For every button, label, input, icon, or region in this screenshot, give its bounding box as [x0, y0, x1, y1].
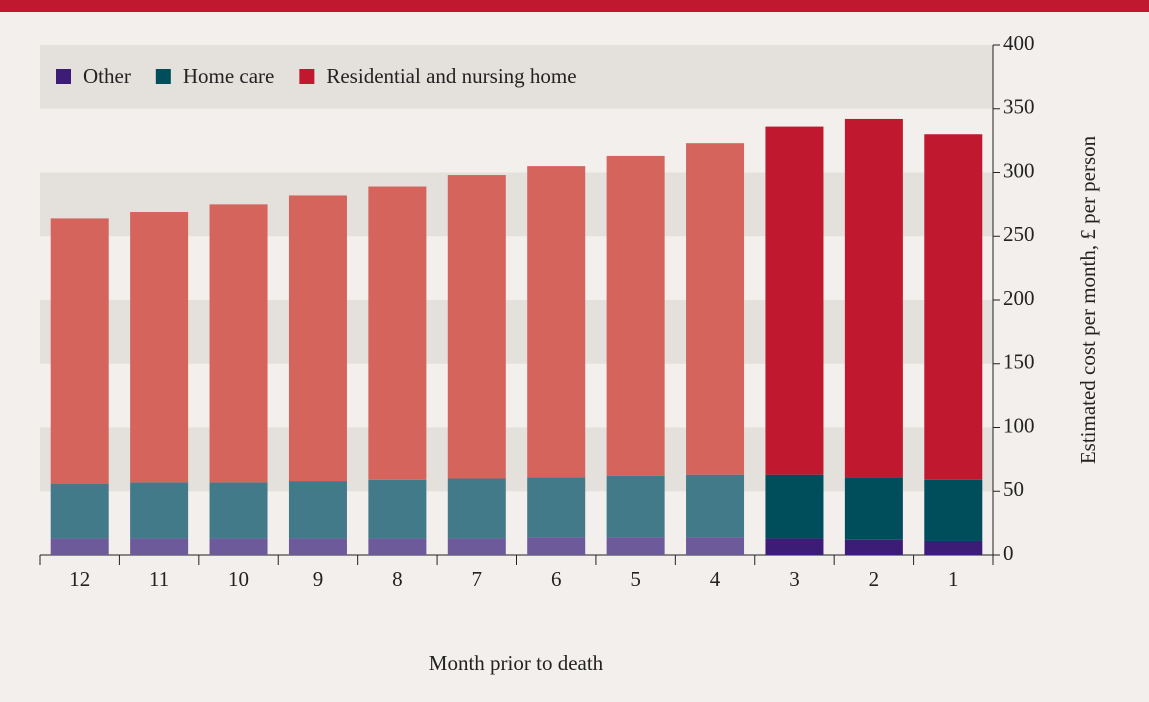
bar-segment	[765, 474, 824, 539]
bar-segment	[368, 538, 427, 555]
bar-segment	[765, 126, 824, 475]
legend-swatch	[299, 69, 315, 84]
legend-label: Residential and nursing home	[326, 64, 576, 88]
y-tick-label: 150	[1003, 350, 1035, 374]
bar-segment	[924, 540, 983, 555]
bar-segment	[686, 537, 745, 555]
x-tick-label: 5	[630, 567, 641, 591]
bar-segment	[606, 537, 665, 555]
x-tick-label: 12	[69, 567, 90, 591]
x-tick-label: 10	[228, 567, 249, 591]
x-tick-label: 11	[149, 567, 169, 591]
bar-segment	[447, 478, 506, 539]
bar-segment	[209, 482, 268, 539]
bar-segment	[527, 537, 586, 555]
bar-segment	[606, 155, 665, 476]
bar-segment	[447, 175, 506, 479]
grid-band	[40, 45, 993, 109]
bar-segment	[527, 166, 586, 478]
bar-segment	[288, 195, 347, 482]
y-tick-label: 200	[1003, 286, 1035, 310]
bar-segment	[288, 538, 347, 555]
y-tick-label: 50	[1003, 477, 1024, 501]
bar-segment	[844, 539, 903, 555]
x-tick-label: 7	[472, 567, 483, 591]
bar-segment	[209, 204, 268, 483]
y-tick-label: 400	[1003, 31, 1035, 55]
bar-segment	[527, 477, 586, 538]
x-axis-label: Month prior to death	[429, 651, 604, 675]
bar-segment	[844, 477, 903, 540]
y-tick-label: 0	[1003, 541, 1014, 565]
x-tick-label: 4	[710, 567, 721, 591]
bar-segment	[924, 479, 983, 541]
grid-band	[40, 172, 993, 237]
grid-band	[40, 300, 993, 364]
x-tick-label: 6	[551, 567, 562, 591]
bar-segment	[130, 212, 189, 483]
bar-segment	[209, 538, 268, 555]
x-tick-label: 3	[789, 567, 800, 591]
y-axis-label: Estimated cost per month, £ per person	[1076, 135, 1100, 464]
bar-segment	[368, 186, 427, 480]
bar-segment	[606, 475, 665, 538]
y-tick-label: 350	[1003, 95, 1035, 119]
y-tick-label: 100	[1003, 413, 1035, 437]
x-tick-label: 9	[313, 567, 324, 591]
x-tick-label: 2	[869, 567, 880, 591]
bar-segment	[686, 143, 745, 475]
bar-segment	[924, 134, 983, 480]
bar-segment	[447, 538, 506, 555]
legend-swatch	[155, 69, 171, 84]
x-tick-label: 8	[392, 567, 403, 591]
bar-segment	[50, 218, 109, 484]
y-tick-label: 250	[1003, 222, 1035, 246]
bar-segment	[765, 538, 824, 555]
bar-segment	[368, 479, 427, 539]
legend-label: Other	[83, 64, 131, 88]
bar-segment	[130, 538, 189, 555]
header-bar	[0, 0, 1149, 12]
legend-label: Home care	[183, 64, 275, 88]
bar-segment	[50, 538, 109, 555]
y-tick-label: 300	[1003, 158, 1035, 182]
bar-segment	[50, 483, 109, 539]
grid-band	[40, 427, 993, 492]
bar-segment	[844, 118, 903, 478]
x-tick-label: 1	[948, 567, 959, 591]
legend-swatch	[56, 69, 71, 84]
bar-segment	[686, 474, 745, 538]
bar-segment	[288, 481, 347, 539]
bar-segment	[130, 482, 189, 539]
